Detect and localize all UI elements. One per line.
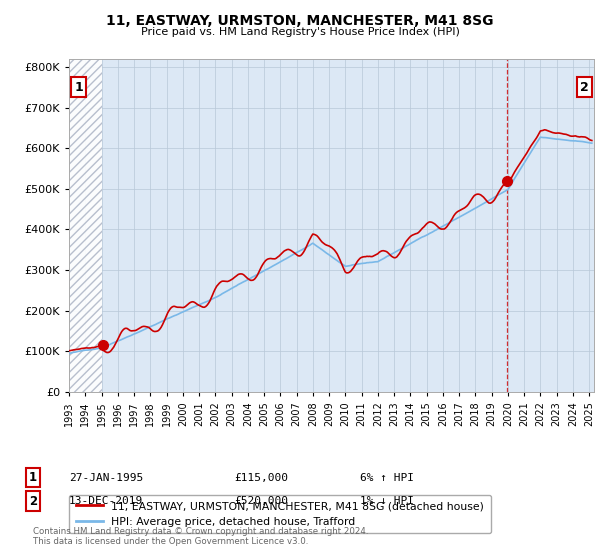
Text: 2: 2 [580, 81, 589, 94]
Text: 1% ↓ HPI: 1% ↓ HPI [360, 496, 414, 506]
Text: 11, EASTWAY, URMSTON, MANCHESTER, M41 8SG: 11, EASTWAY, URMSTON, MANCHESTER, M41 8S… [106, 14, 494, 28]
Text: 6% ↑ HPI: 6% ↑ HPI [360, 473, 414, 483]
Text: £520,000: £520,000 [234, 496, 288, 506]
Text: Contains HM Land Registry data © Crown copyright and database right 2024.
This d: Contains HM Land Registry data © Crown c… [33, 526, 368, 546]
Text: 1: 1 [74, 81, 83, 94]
Legend: 11, EASTWAY, URMSTON, MANCHESTER, M41 8SG (detached house), HPI: Average price, : 11, EASTWAY, URMSTON, MANCHESTER, M41 8S… [69, 495, 491, 533]
Text: £115,000: £115,000 [234, 473, 288, 483]
Text: 2: 2 [29, 494, 37, 508]
Text: 27-JAN-1995: 27-JAN-1995 [69, 473, 143, 483]
Text: 13-DEC-2019: 13-DEC-2019 [69, 496, 143, 506]
Text: 1: 1 [29, 471, 37, 484]
Text: Price paid vs. HM Land Registry's House Price Index (HPI): Price paid vs. HM Land Registry's House … [140, 27, 460, 37]
